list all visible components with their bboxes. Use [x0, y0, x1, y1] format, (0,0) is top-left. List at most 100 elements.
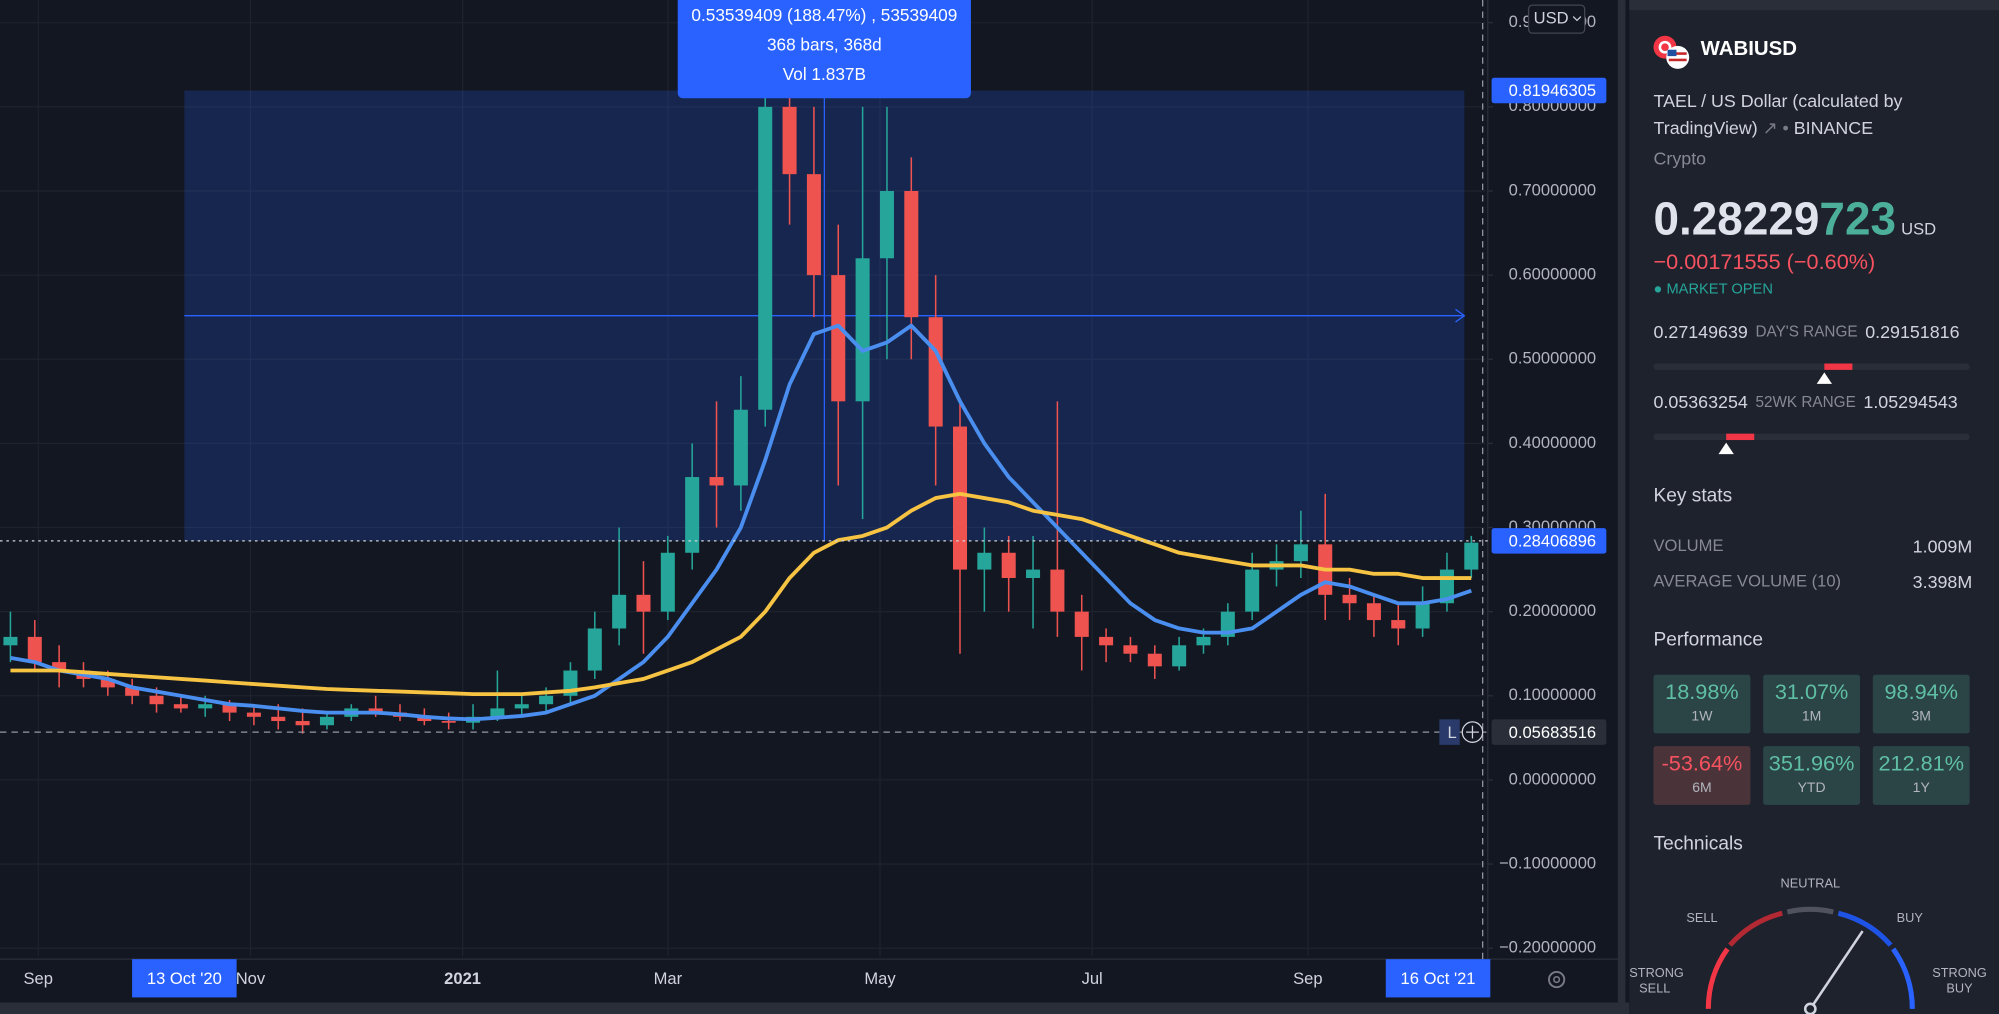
performance-tile: 18.98% 1W [1653, 674, 1751, 734]
date-badge: 16 Oct '21 [1401, 969, 1476, 988]
candle-body [27, 636, 42, 663]
cursor-price-label-bg [1491, 719, 1607, 745]
performance-period: 1W [1691, 709, 1713, 725]
measure-tooltip-line: Vol 1.837B [783, 64, 866, 84]
candle-body [417, 716, 432, 722]
symbol-icon [1653, 35, 1690, 69]
price-block: 0.28229723 USD [1654, 193, 1937, 247]
grid [0, 0, 1486, 957]
performance-value: 212.81% [1878, 751, 1965, 776]
measure-arrow [1455, 308, 1466, 323]
candle-body [246, 712, 261, 717]
candle-body [441, 721, 456, 723]
candle-body [587, 628, 602, 671]
candle-body [660, 552, 675, 612]
candle-body [52, 662, 67, 671]
range-fill [1824, 363, 1853, 370]
cursor-tag: L [1447, 723, 1456, 742]
stat-value: 1.009M [1912, 535, 1973, 557]
y-tick-label: 0.10000000 [1509, 685, 1596, 704]
gauge-label: STRONG SELL [1629, 966, 1684, 997]
y-tick-label: 0.00000000 [1509, 769, 1596, 788]
candle-body [1464, 542, 1479, 570]
candle-body [1099, 636, 1114, 646]
candle-body [1172, 645, 1187, 667]
plot [3, 5, 1479, 734]
price: 0.28229723 [1654, 193, 1897, 245]
candle-body [879, 190, 894, 259]
measure-tooltip-line: 0.53539409 (188.47%) , 53539409 [691, 5, 957, 25]
external-link-icon[interactable]: ↗ • [1757, 117, 1794, 138]
candle-body [1415, 603, 1430, 629]
gauge-pivot [1803, 1002, 1817, 1014]
candle-body [855, 258, 870, 402]
gear-center [1553, 975, 1561, 984]
candle-body [368, 708, 383, 713]
measure-tooltip-line: 368 bars, 368d [767, 34, 882, 54]
candle-body [514, 704, 529, 709]
candle-body [733, 409, 748, 486]
technicals-title: Technicals [1653, 832, 1743, 855]
candle-body [1391, 620, 1406, 629]
change: −0.00171555 (−0.60%) [1653, 249, 1876, 275]
candle-body [831, 275, 846, 402]
symbol-panel: WABIUSD TAEL / US Dollar (calculated by … [1629, 0, 1999, 1014]
exchange: BINANCE [1793, 117, 1874, 138]
candle-body [125, 687, 140, 696]
candle-body [198, 704, 213, 709]
y-tick-label: −0.10000000 [1499, 853, 1596, 872]
candle-body [758, 106, 773, 410]
range-track [1653, 433, 1970, 441]
overlay: L 0.81946305 0.28406896 0.05683516 13 Oct '2… [0, 0, 1607, 998]
currency-selector[interactable] [1527, 4, 1586, 34]
date-badge-bg [1385, 959, 1491, 998]
status-block: ● MARKET OPEN [1653, 281, 1773, 298]
price-tail: 723 [1819, 192, 1897, 245]
candle-body [271, 716, 286, 722]
x-tick-label: 2021 [444, 969, 481, 988]
candle-body [782, 106, 797, 175]
performance-value: 351.96% [1768, 751, 1855, 776]
symbol: WABIUSD [1700, 38, 1798, 60]
candle-body [1196, 636, 1211, 646]
measure-tooltip [677, 0, 971, 99]
y-tick-label: 0.70000000 [1509, 180, 1596, 199]
range-track [1653, 363, 1970, 370]
settings-button[interactable] [1548, 970, 1566, 989]
performance-value: 18.98% [1665, 679, 1739, 705]
y-tick-label: 0.40000000 [1509, 433, 1596, 452]
performance-period: 6M [1692, 780, 1712, 796]
key-stats-title: Key stats [1653, 484, 1733, 507]
performance-tile: -53.64% 6M [1653, 746, 1751, 805]
candle-body [295, 721, 310, 726]
range-fill [1725, 433, 1754, 441]
gauge-buy [1837, 910, 1893, 947]
gear [1548, 970, 1566, 989]
chevron [1572, 16, 1582, 22]
x-tick-label: Nov [236, 969, 266, 988]
moving-average [10, 491, 1472, 697]
candle-body [977, 552, 992, 570]
performance-period: 3M [1911, 709, 1931, 725]
range-marker [1718, 442, 1734, 455]
candle-body [1147, 653, 1162, 667]
candle-body [636, 594, 651, 612]
performance-value: 98.94% [1884, 679, 1958, 705]
date-badge: 13 Oct '20 [147, 969, 222, 988]
range-high: 0.29151816 [1865, 321, 1960, 342]
candle-body [1245, 569, 1260, 612]
chart: 0.900000000.800000000.700000000.60000000… [0, 0, 1630, 1014]
candle-body [1074, 611, 1089, 637]
stat-value: 3.398M [1912, 571, 1973, 592]
performance-tile: 212.81% 1Y [1872, 746, 1970, 805]
candle-body [1366, 603, 1381, 621]
candle-body [612, 594, 627, 629]
performance-tile: 31.07% 1M [1763, 674, 1861, 734]
candle-body [1123, 645, 1138, 654]
performance-period: 1Y [1912, 780, 1930, 796]
gauge-label: SELL [1686, 911, 1718, 926]
stat-label: VOLUME [1653, 535, 1724, 555]
gauge-strong-sell [1705, 947, 1730, 1009]
candle-body [1001, 552, 1016, 578]
